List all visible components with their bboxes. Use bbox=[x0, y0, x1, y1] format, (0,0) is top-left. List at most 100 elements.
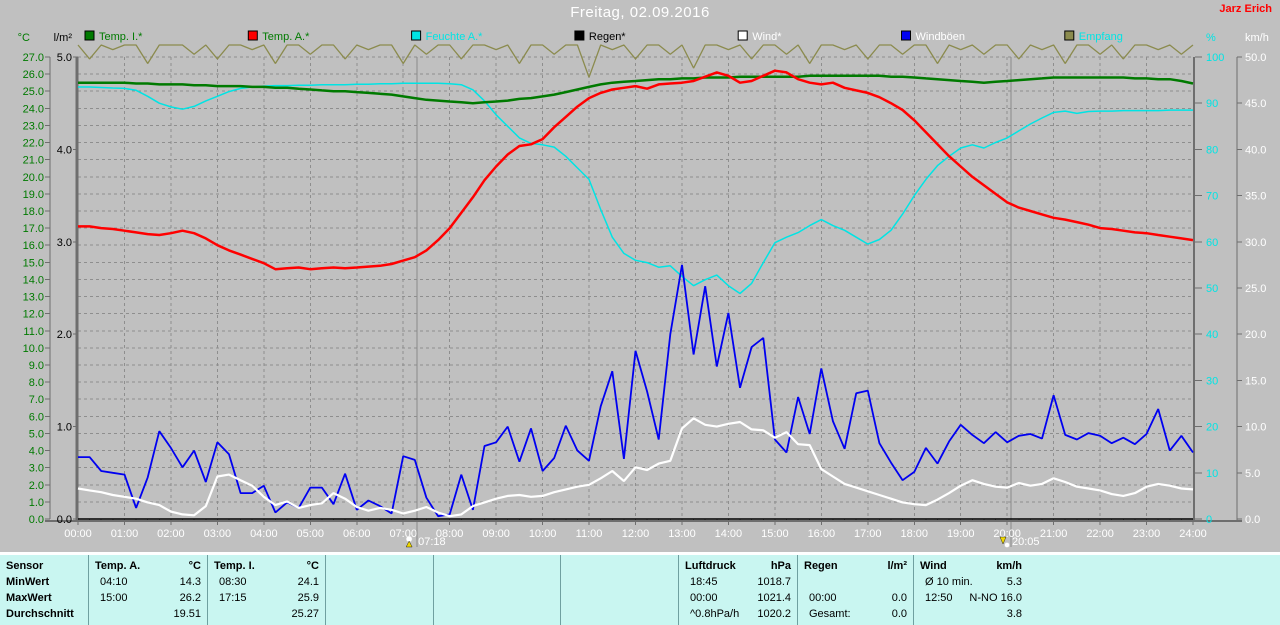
axis-frame bbox=[45, 57, 1242, 525]
svg-text:12:00: 12:00 bbox=[622, 528, 650, 540]
svg-text:5.0: 5.0 bbox=[57, 52, 72, 64]
column-unit: °C bbox=[188, 560, 201, 572]
svg-text:35.0: 35.0 bbox=[1245, 191, 1266, 203]
svg-text:17.0: 17.0 bbox=[23, 223, 44, 235]
table-separator bbox=[433, 555, 434, 625]
svg-text:10:00: 10:00 bbox=[529, 528, 557, 540]
stat-time: 04:10 bbox=[100, 576, 128, 588]
stat-value: 3.8 bbox=[1006, 608, 1022, 620]
svg-text:0.0: 0.0 bbox=[57, 514, 72, 526]
legend-swatch bbox=[84, 30, 95, 41]
stat-time: Ø 10 min. bbox=[925, 576, 973, 588]
legend-swatch bbox=[901, 30, 911, 41]
svg-text:27.0: 27.0 bbox=[23, 52, 44, 64]
svg-text:Wind*: Wind* bbox=[752, 31, 782, 43]
svg-text:4.0: 4.0 bbox=[57, 144, 72, 156]
svg-text:Windböen: Windböen bbox=[916, 31, 966, 43]
svg-text:12.0: 12.0 bbox=[23, 309, 44, 321]
svg-text:Temp. I.*: Temp. I.* bbox=[99, 31, 143, 43]
svg-text:19:00: 19:00 bbox=[947, 528, 975, 540]
stat-value: 26.2 bbox=[179, 592, 201, 604]
svg-text:25.0: 25.0 bbox=[1245, 283, 1266, 295]
series-temp-i- bbox=[78, 74, 1194, 105]
axis-unit-headers: °C l/m²% km/h bbox=[18, 32, 1269, 44]
stat-time: Gesamt: bbox=[809, 608, 851, 620]
svg-text:17:00: 17:00 bbox=[854, 528, 882, 540]
wind-axis-ticks: 50.0 45.0 40.0 35.0 30.0 25.0 20.0 15.0 10.0 5.0 0… bbox=[1237, 52, 1266, 526]
svg-text:07:18: 07:18 bbox=[418, 536, 446, 548]
watermark: Jarz Erich bbox=[1219, 3, 1272, 15]
svg-text:100: 100 bbox=[1206, 52, 1224, 64]
rain-axis-ticks: 5.0 4.0 3.0 2.0 1.0 0.0 bbox=[57, 52, 78, 526]
stat-time: 15:00 bbox=[100, 592, 128, 604]
table-separator bbox=[560, 555, 561, 625]
column-header: Regen bbox=[804, 560, 838, 572]
svg-text:25.0: 25.0 bbox=[23, 86, 44, 98]
svg-text:11:00: 11:00 bbox=[576, 528, 603, 540]
stat-time: ^0.8hPa/h bbox=[690, 608, 740, 620]
svg-text:1.0: 1.0 bbox=[29, 497, 44, 509]
chart-svg: 27.0 26.0 25.0 24.0 23.0 22.0 21.0 20.0 19.0 18.0… bbox=[18, 30, 1269, 548]
x-axis-labels: 00:00 01:00 02:00 03:00 04:00 05:00 06:00 07:00… bbox=[64, 528, 1207, 540]
svg-text:15.0: 15.0 bbox=[23, 257, 44, 269]
stat-value: 0.0 bbox=[891, 592, 907, 604]
svg-text:21.0: 21.0 bbox=[23, 155, 44, 167]
svg-text:30.0: 30.0 bbox=[1245, 237, 1266, 249]
svg-text:40.0: 40.0 bbox=[1245, 144, 1266, 156]
table-separator bbox=[678, 555, 679, 625]
svg-text:1.0: 1.0 bbox=[57, 422, 72, 434]
svg-text:05:00: 05:00 bbox=[297, 528, 325, 540]
svg-text:Empfang: Empfang bbox=[1079, 31, 1123, 43]
sun-markers: 07:18 20:05 bbox=[405, 535, 1040, 548]
svg-text:15.0: 15.0 bbox=[1245, 375, 1266, 387]
svg-text:04:00: 04:00 bbox=[250, 528, 278, 540]
svg-text:21:00: 21:00 bbox=[1040, 528, 1068, 540]
svg-text:22.0: 22.0 bbox=[23, 138, 44, 150]
column-header: Temp. I. bbox=[214, 560, 255, 572]
row-label: Durchschnitt bbox=[6, 608, 74, 620]
svg-text:5.0: 5.0 bbox=[29, 428, 44, 440]
series-temp-a- bbox=[78, 69, 1194, 271]
svg-text:20.0: 20.0 bbox=[1245, 329, 1266, 341]
svg-text:0: 0 bbox=[1206, 514, 1212, 526]
sunrise-icon bbox=[405, 535, 413, 548]
temp-axis-ticks: 27.0 26.0 25.0 24.0 23.0 22.0 21.0 20.0 19.0 18.0… bbox=[23, 52, 50, 526]
svg-text:02:00: 02:00 bbox=[157, 528, 185, 540]
svg-text:23:00: 23:00 bbox=[1133, 528, 1161, 540]
stat-value: 25.9 bbox=[297, 592, 319, 604]
column-unit: km/h bbox=[996, 560, 1022, 572]
svg-text:20: 20 bbox=[1206, 422, 1218, 434]
stat-value: 19.51 bbox=[173, 608, 201, 620]
column-unit: l/m² bbox=[887, 560, 907, 572]
svg-text:14.0: 14.0 bbox=[23, 274, 44, 286]
stat-value: 0.0 bbox=[891, 608, 907, 620]
series-wind bbox=[77, 417, 1194, 518]
stat-time: 18:45 bbox=[690, 576, 718, 588]
stat-time: 17:15 bbox=[219, 592, 247, 604]
svg-text:07:00: 07:00 bbox=[389, 528, 417, 540]
legend-swatch bbox=[411, 30, 422, 41]
series-windb-en bbox=[78, 264, 1194, 518]
table-separator bbox=[207, 555, 208, 625]
svg-text:3.0: 3.0 bbox=[29, 463, 44, 475]
column-header: Wind bbox=[920, 560, 947, 572]
svg-text:10.0: 10.0 bbox=[23, 343, 44, 355]
table-separator bbox=[88, 555, 89, 625]
page-title: Freitag, 02.09.2016 bbox=[570, 4, 710, 21]
gridlines bbox=[78, 56, 1193, 547]
svg-text:6.0: 6.0 bbox=[29, 411, 44, 423]
series bbox=[77, 44, 1194, 520]
svg-text:2.0: 2.0 bbox=[29, 480, 44, 492]
stat-value: N-NO 16.0 bbox=[969, 592, 1022, 604]
stat-value: 1020.2 bbox=[757, 608, 791, 620]
svg-text:Regen*: Regen* bbox=[589, 31, 626, 43]
stat-value: 25.27 bbox=[291, 608, 319, 620]
svg-text:22:00: 22:00 bbox=[1086, 528, 1114, 540]
svg-text:40: 40 bbox=[1206, 329, 1218, 341]
stat-value: 5.3 bbox=[1006, 576, 1022, 588]
table-separator bbox=[325, 555, 326, 625]
svg-text:km/h: km/h bbox=[1245, 32, 1269, 44]
svg-text:13:00: 13:00 bbox=[668, 528, 696, 540]
